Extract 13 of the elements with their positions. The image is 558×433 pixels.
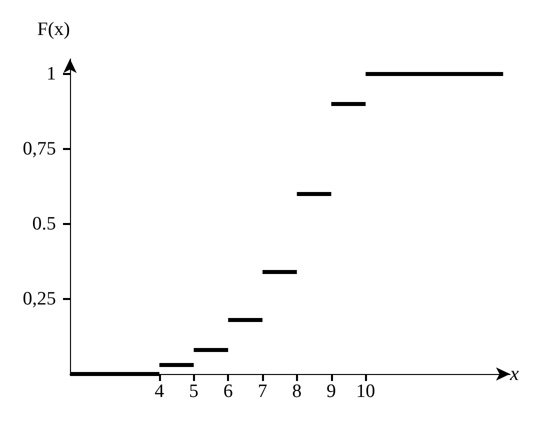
x-axis-title: x bbox=[509, 363, 519, 385]
x-tick-label: 8 bbox=[292, 381, 302, 402]
y-axis-title: F(x) bbox=[37, 19, 70, 40]
x-tick-label: 4 bbox=[154, 381, 165, 402]
y-tick-label: 0.5 bbox=[32, 214, 56, 234]
x-tick-label: 6 bbox=[223, 381, 233, 402]
x-tick-label: 9 bbox=[326, 381, 336, 402]
x-tick-label: 7 bbox=[258, 381, 268, 402]
x-tick-label: 10 bbox=[356, 381, 376, 402]
y-tick-label: 0,75 bbox=[22, 138, 56, 160]
y-tick-label: 1 bbox=[46, 64, 56, 84]
y-tick-label: 0,25 bbox=[22, 288, 56, 310]
x-tick-label: 5 bbox=[189, 381, 198, 402]
